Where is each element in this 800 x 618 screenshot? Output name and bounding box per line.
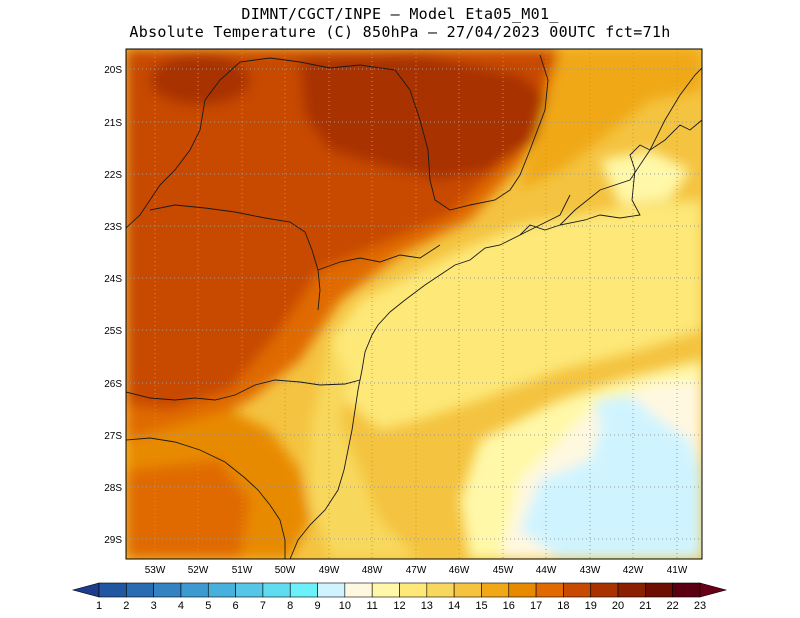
colorbar-label: 11 (366, 600, 377, 612)
colorbar-swatch (508, 582, 537, 598)
temperature-field (126, 49, 702, 559)
colorbar-label: 22 (667, 600, 679, 612)
colorbar-label: 5 (205, 600, 211, 612)
lat-label: 28S (104, 483, 122, 494)
colorbar-label: 14 (448, 600, 460, 612)
colorbar-swatch (153, 582, 182, 598)
colorbar-swatch (180, 582, 209, 598)
lat-label: 27S (104, 431, 122, 442)
colorbar-label: 4 (178, 600, 184, 612)
colorbar-swatch (590, 582, 619, 598)
latitude-labels: 20S 21S 22S 23S 24S 25S 26S 27S 28S 29S (104, 65, 122, 546)
lat-label: 23S (104, 222, 122, 233)
lon-label: 51W (232, 565, 253, 576)
lon-label: 48W (362, 565, 383, 576)
colorbar-label: 23 (694, 600, 706, 612)
colorbar-swatch (371, 582, 400, 598)
colorbar-label: 19 (585, 600, 597, 612)
map-frame (125, 48, 703, 560)
colorbar-swatch (262, 582, 291, 598)
colorbar-label: 1 (96, 600, 102, 612)
colorbar-swatch (235, 582, 264, 598)
colorbar-swatch (453, 582, 482, 598)
colorbar-swatch (426, 582, 455, 598)
lon-label: 43W (580, 565, 601, 576)
colorbar-label: 3 (151, 600, 157, 612)
colorbar-label: 20 (612, 600, 624, 612)
colorbar-swatch (563, 582, 592, 598)
colorbar-swatch (617, 582, 646, 598)
colorbar-swatch (481, 582, 510, 598)
coastline-borders (126, 54, 702, 559)
lon-label: 53W (145, 565, 166, 576)
lat-label: 26S (104, 379, 122, 390)
lon-label: 46W (449, 565, 470, 576)
lon-label: 49W (319, 565, 340, 576)
lat-label: 24S (104, 274, 122, 285)
lat-label: 21S (104, 118, 122, 129)
map-title-line2: Absolute Temperature (C) 850hPa — 27/04/… (129, 23, 671, 41)
lon-label: 50W (275, 565, 296, 576)
colorbar-swatch (535, 582, 564, 598)
colorbar-label: 18 (557, 600, 569, 612)
colorbar-label: 13 (421, 600, 433, 612)
grid-lines (126, 49, 702, 559)
colorbar-label: 17 (530, 600, 542, 612)
colorbar-arrow-right (699, 582, 728, 598)
lon-label: 52W (188, 565, 209, 576)
colorbar-swatch (344, 582, 373, 598)
lon-label: 45W (493, 565, 514, 576)
colorbar-label: 8 (287, 600, 293, 612)
lat-label: 29S (104, 535, 122, 546)
map-title-line1: DIMNT/CGCT/INPE — Model Eta05_M01_ (241, 5, 559, 23)
colorbar-swatch (317, 582, 346, 598)
colorbar-label: 16 (503, 600, 515, 612)
lon-label: 41W (667, 565, 688, 576)
colorbar-swatch (399, 582, 428, 598)
colorbar-swatch (126, 582, 154, 598)
colorbar-label: 9 (314, 600, 320, 612)
lat-label: 22S (104, 170, 122, 181)
colorbar-swatch (672, 582, 701, 598)
colorbar-label: 6 (233, 600, 239, 612)
lat-label: 25S (104, 326, 122, 337)
colorbar-swatch (98, 582, 127, 598)
colorbar-label: 10 (339, 600, 351, 612)
colorbar-label: 15 (475, 600, 487, 612)
lat-label: 20S (104, 65, 122, 76)
colorbar-label: 21 (639, 600, 651, 612)
colorbar-swatch (645, 582, 673, 598)
colorbar-label: 2 (123, 600, 129, 612)
colorbar-arrow-left (71, 582, 100, 598)
colorbar-label: 7 (260, 600, 266, 612)
lon-label: 47W (406, 565, 427, 576)
lon-label: 44W (536, 565, 557, 576)
lon-label: 42W (623, 565, 644, 576)
colorbar-swatch (289, 582, 318, 598)
colorbar-swatch (207, 582, 236, 598)
longitude-labels: 53W 52W 51W 50W 49W 48W 47W 46W 45W 44W … (145, 565, 688, 576)
colorbar: 1 2 3 4 5 6 7 8 9 10 11 12 13 14 15 16 17 18 19 20 21 22 23 (71, 582, 728, 612)
colorbar-label: 12 (393, 600, 405, 612)
